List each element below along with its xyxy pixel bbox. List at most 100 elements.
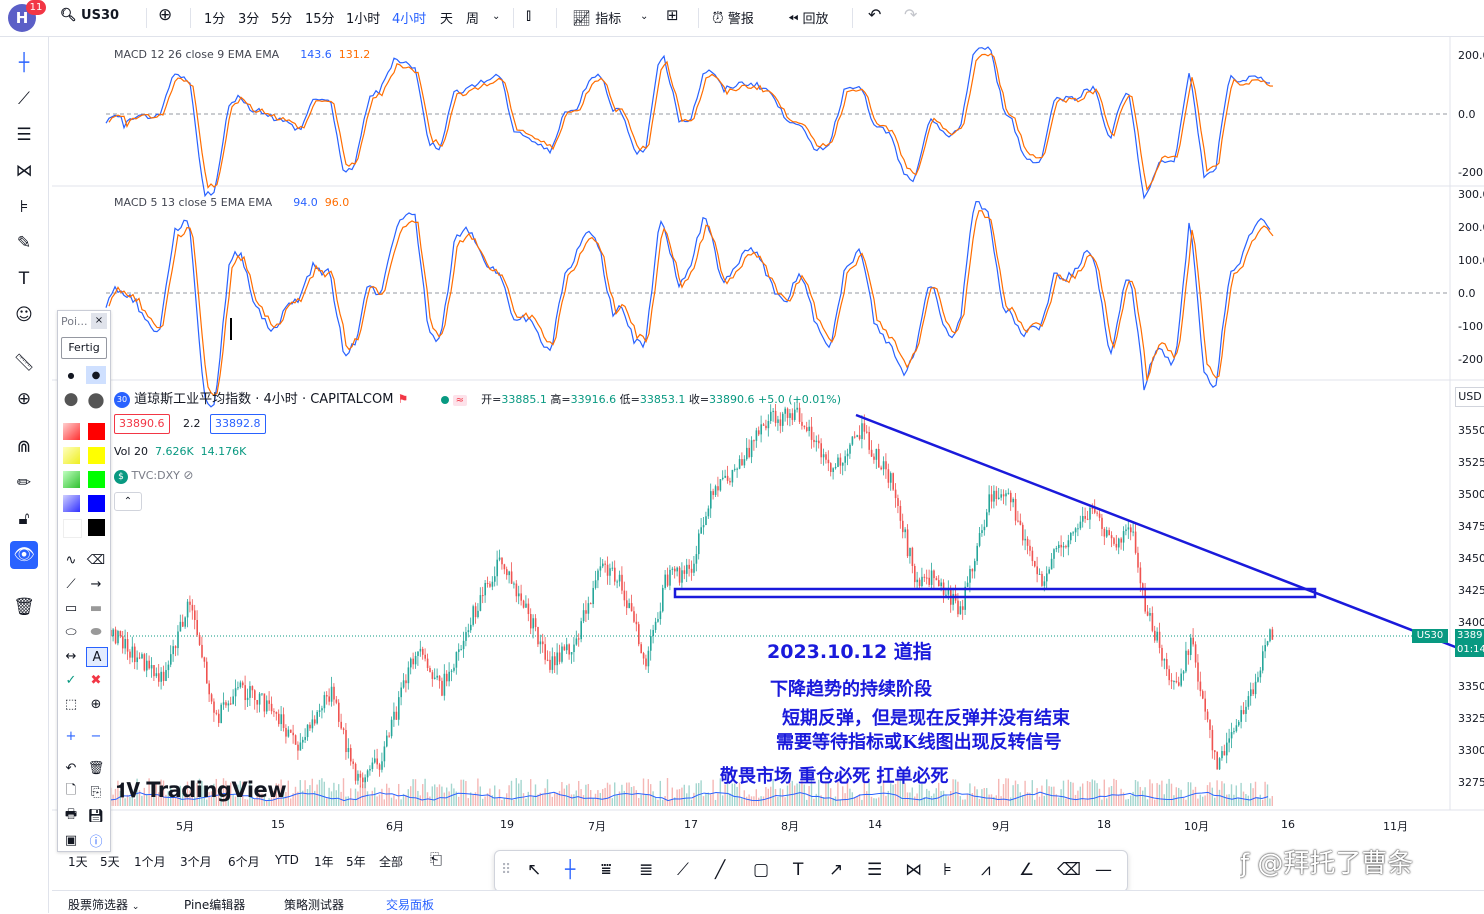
color-swatch-black[interactable] xyxy=(88,519,105,536)
text-a-icon[interactable]: A xyxy=(86,647,108,667)
range-3m[interactable]: 3个月 xyxy=(180,855,212,869)
emoji-icon[interactable]: ☺ xyxy=(15,305,33,325)
done-button[interactable]: Fertig xyxy=(61,337,107,359)
text-tool-icon[interactable]: T xyxy=(18,269,30,289)
pattern-icon[interactable]: ⋈ xyxy=(15,161,33,181)
interval-5m[interactable]: 5分 xyxy=(271,12,293,27)
symbol-title[interactable]: 道琼斯工业平均指数 · 4小时 · CAPITALCOM xyxy=(134,392,394,407)
small-dot-icon[interactable]: ● xyxy=(67,370,75,380)
candle-type-icon[interactable]: ⫾ xyxy=(526,5,532,24)
screen-icon[interactable]: ▣ xyxy=(64,832,78,848)
trash-icon[interactable]: 🗑︎ xyxy=(13,597,35,617)
color-swatch-blue[interactable] xyxy=(88,495,105,512)
xlarge-dot-icon[interactable]: ● xyxy=(87,387,105,411)
text-icon[interactable]: T xyxy=(793,860,804,880)
flag-icon[interactable]: ⚑ xyxy=(397,392,409,406)
undo-icon[interactable]: ↶ xyxy=(868,5,882,24)
annotation-title[interactable]: 2023.10.12 道指 xyxy=(767,641,932,663)
print-icon[interactable]: 🖶︎ xyxy=(64,807,78,822)
interval-1d[interactable]: 天 xyxy=(440,12,454,27)
range-1y[interactable]: 1年 xyxy=(314,855,334,869)
range-1m[interactable]: 1个月 xyxy=(134,855,166,869)
lock-drawing-icon[interactable]: ✏︎ xyxy=(16,473,32,493)
fib-icon[interactable]: ≣ xyxy=(639,860,654,880)
color-swatch-red[interactable] xyxy=(88,423,105,440)
double-arrow-icon[interactable]: ↔ xyxy=(65,648,77,664)
indicators-chevron-icon[interactable]: ⌄ xyxy=(640,11,649,22)
horizontal-line-icon[interactable]: — xyxy=(1095,860,1112,880)
color-swatch-light-blue[interactable] xyxy=(63,495,80,512)
arrow-icon[interactable]: → xyxy=(90,576,102,592)
minus-icon[interactable]: − xyxy=(90,728,102,744)
filled-ellipse-icon[interactable]: ⬬ xyxy=(90,624,102,640)
large-dot-icon[interactable]: ● xyxy=(63,389,79,409)
buy-price-button[interactable]: 33892.8 xyxy=(210,414,266,434)
line-icon[interactable]: ⟋ xyxy=(66,576,76,592)
select-region-icon[interactable]: ⬚ xyxy=(64,696,78,712)
angle-icon[interactable]: ∠ xyxy=(1019,860,1035,880)
sell-price-button[interactable]: 33890.6 xyxy=(114,414,170,434)
currency-button[interactable]: USD xyxy=(1455,387,1484,407)
ellipse-icon[interactable]: ⬭ xyxy=(65,624,77,640)
eraser-tool-icon[interactable]: ⌫ xyxy=(1057,860,1082,880)
annotation-trend[interactable]: 下降趋势的持续阶段 xyxy=(770,679,932,700)
tab-stock-screener[interactable]: 股票筛选器 ⌄ xyxy=(68,898,140,912)
symbol-search[interactable]: 🔍︎ US30 xyxy=(60,8,119,23)
annotation-rebound[interactable]: 短期反弹，但是现在反弹并没有结束 xyxy=(782,708,1070,729)
freehand-icon[interactable]: ∿ xyxy=(65,552,77,568)
annotation-warning[interactable]: 敬畏市场 重仓必死 扛单必死 xyxy=(720,766,949,787)
undo-small-icon[interactable]: ↶ xyxy=(65,760,77,776)
trend-line-icon[interactable]: ⟋ xyxy=(18,89,30,109)
crosshair-icon[interactable]: ┼ xyxy=(18,53,30,73)
interval-1h[interactable]: 1小时 xyxy=(346,12,381,27)
interval-3m[interactable]: 3分 xyxy=(238,12,260,27)
brush-icon[interactable]: ✎ xyxy=(16,233,32,253)
fib-levels-icon[interactable]: ☰ xyxy=(16,125,32,145)
delete-icon[interactable]: 🗑︎ xyxy=(87,760,105,776)
color-swatch-light-green[interactable] xyxy=(63,471,80,488)
save-icon[interactable]: 💾︎ xyxy=(87,808,105,824)
interval-dropdown-chevron-icon[interactable]: ⌄ xyxy=(492,11,501,22)
interval-4h[interactable]: 4小时 xyxy=(392,12,427,27)
collapse-legend-chevron-icon[interactable]: ⌃ xyxy=(114,492,142,511)
tab-strategy-tester[interactable]: 策略测试器 xyxy=(284,898,345,912)
zoom-in-icon[interactable]: ⊕ xyxy=(16,389,32,409)
compare-add-icon[interactable]: ⊕ xyxy=(158,5,173,25)
magnet-icon[interactable]: ⋒ xyxy=(16,437,32,457)
crosshair-tool-icon[interactable]: ┼ xyxy=(565,860,576,880)
range-ytd[interactable]: YTD xyxy=(275,853,299,867)
pitchfork-icon[interactable]: ⋈ xyxy=(905,860,922,880)
layout-grid-icon[interactable]: ⊞ xyxy=(666,6,679,24)
segment-icon[interactable]: ⟋ xyxy=(677,860,689,880)
redo-icon[interactable]: ↷ xyxy=(904,5,918,24)
copy-icon[interactable]: ⎘ xyxy=(90,784,102,800)
cursor-arrow-icon[interactable]: ↖ xyxy=(527,860,542,880)
color-swatch-yellow[interactable] xyxy=(88,447,105,464)
annotation-wait[interactable]: 需要等待指标或K线图出现反转信号 xyxy=(776,732,1062,753)
range-all[interactable]: 全部 xyxy=(379,855,404,869)
forecast-icon[interactable]: ⊧ xyxy=(19,197,29,217)
range-6m[interactable]: 6个月 xyxy=(228,855,260,869)
eraser-icon[interactable]: ⌫ xyxy=(86,552,106,568)
hide-drawings-icon[interactable]: 👁︎ xyxy=(10,541,38,569)
tab-pine-editor[interactable]: Pine编辑器 xyxy=(184,898,246,912)
box-icon[interactable]: ▢ xyxy=(753,860,770,880)
color-swatch-green[interactable] xyxy=(88,471,105,488)
interval-1m[interactable]: 1分 xyxy=(204,12,226,27)
interval-1w[interactable]: 周 xyxy=(466,12,480,27)
color-swatch-white[interactable] xyxy=(63,519,82,538)
cancel-x-icon[interactable]: ✖ xyxy=(90,672,102,688)
zoom-region-icon[interactable]: ⊕ xyxy=(90,696,102,712)
arrow-tool-icon[interactable]: ↗ xyxy=(829,860,844,880)
new-file-icon[interactable]: 🗋︎ xyxy=(65,783,77,798)
ruler-icon[interactable]: 📏︎ xyxy=(13,353,35,373)
channel-icon[interactable]: ⩸ xyxy=(601,860,612,880)
alerts-button[interactable]: ⏰︎ 警报 xyxy=(712,9,754,27)
range-5y[interactable]: 5年 xyxy=(346,855,366,869)
goto-date-icon[interactable]: ⎗ xyxy=(430,850,443,868)
plus-icon[interactable]: + xyxy=(65,728,77,744)
range-5d[interactable]: 5天 xyxy=(100,855,120,869)
color-swatch-light-yellow[interactable] xyxy=(63,447,80,464)
replay-button[interactable]: ⏪︎ 回放 xyxy=(788,12,829,27)
